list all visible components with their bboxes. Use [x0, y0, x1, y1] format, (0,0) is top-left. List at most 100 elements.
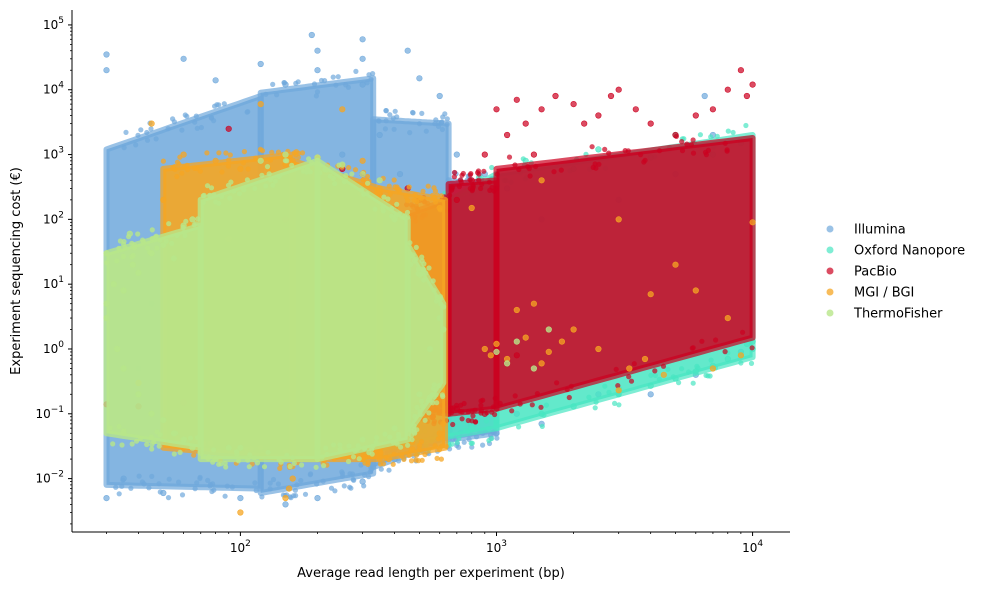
- data-point: [408, 261, 414, 268]
- data-point: [208, 115, 214, 121]
- legend-marker: [826, 225, 834, 233]
- data-point: [387, 191, 393, 197]
- data-point: [690, 150, 697, 156]
- data-point: [478, 185, 484, 192]
- data-point: [254, 460, 261, 466]
- data-point: [259, 172, 265, 178]
- data-point: [350, 454, 357, 460]
- data-point: [321, 463, 327, 469]
- data-point: [558, 167, 564, 173]
- legend-label: Oxford Nanopore: [854, 244, 965, 259]
- data-point: [133, 142, 139, 148]
- data-point: [509, 408, 515, 414]
- data-point: [420, 188, 426, 194]
- data-point: [730, 129, 736, 136]
- data-point: [192, 486, 198, 492]
- data-point: [284, 452, 290, 458]
- data-point: [382, 126, 388, 132]
- data-point: [229, 484, 235, 490]
- data-point: [538, 177, 545, 184]
- data-point: [177, 449, 183, 455]
- data-point: [416, 75, 423, 82]
- data-point: [182, 112, 188, 118]
- data-point: [153, 233, 159, 239]
- data-point: [366, 72, 372, 78]
- data-point: [120, 475, 127, 482]
- data-point: [282, 81, 289, 88]
- data-point: [433, 392, 439, 398]
- data-point: [146, 485, 152, 491]
- data-point: [457, 177, 464, 183]
- data-point: [320, 478, 326, 484]
- data-point: [389, 205, 395, 212]
- data-point: [149, 227, 155, 233]
- legend-label: MGI / BGI: [854, 286, 914, 301]
- data-point: [298, 477, 304, 484]
- data-point: [551, 169, 557, 175]
- data-point: [289, 162, 295, 168]
- data-point: [265, 449, 271, 455]
- data-point: [137, 435, 143, 442]
- data-point: [160, 489, 167, 497]
- data-point: [592, 405, 598, 411]
- data-point: [214, 102, 220, 108]
- y-tick-label: 105: [43, 16, 64, 32]
- data-point: [593, 165, 599, 171]
- data-point: [413, 452, 419, 458]
- data-point: [180, 436, 187, 443]
- data-point: [530, 300, 538, 307]
- data-point: [478, 398, 484, 404]
- data-point: [282, 495, 289, 502]
- data-point: [522, 120, 529, 127]
- plot-area: [103, 31, 756, 516]
- data-point: [319, 454, 325, 460]
- data-point: [481, 345, 488, 353]
- data-point: [690, 345, 696, 351]
- data-point: [275, 481, 281, 487]
- data-point: [314, 89, 321, 95]
- x-tick-label: 102: [230, 539, 251, 555]
- data-point: [339, 161, 346, 168]
- data-point: [355, 443, 361, 449]
- data-point: [453, 196, 460, 203]
- data-point: [225, 163, 231, 169]
- data-point: [391, 216, 398, 223]
- data-point: [648, 372, 654, 378]
- series-thermofisher: [103, 151, 552, 470]
- data-point: [129, 441, 135, 447]
- data-point: [366, 474, 372, 480]
- data-point: [314, 495, 321, 502]
- data-point: [156, 481, 162, 487]
- data-point: [361, 472, 368, 478]
- data-point: [359, 478, 366, 485]
- data-point: [170, 255, 177, 262]
- data-point: [749, 219, 756, 226]
- data-point: [231, 188, 237, 194]
- data-point: [538, 410, 545, 417]
- data-point: [724, 86, 731, 93]
- data-point: [290, 455, 296, 461]
- data-point: [487, 352, 494, 359]
- data-point: [381, 194, 387, 200]
- data-point: [413, 244, 419, 250]
- data-point: [252, 185, 258, 192]
- data-point: [378, 450, 384, 456]
- data-point: [697, 132, 704, 138]
- data-point: [418, 271, 424, 277]
- legend-label: ThermoFisher: [853, 307, 943, 322]
- data-point: [183, 218, 189, 224]
- data-point: [408, 447, 414, 453]
- data-point: [269, 149, 275, 155]
- data-point: [191, 452, 197, 458]
- data-point: [359, 55, 366, 62]
- data-point: [440, 326, 447, 333]
- data-point: [417, 442, 423, 448]
- data-point: [358, 462, 364, 468]
- data-point: [748, 360, 755, 366]
- data-point: [341, 179, 347, 185]
- data-point: [679, 139, 685, 145]
- data-point: [432, 199, 439, 205]
- data-point: [396, 211, 403, 217]
- data-point: [308, 471, 314, 477]
